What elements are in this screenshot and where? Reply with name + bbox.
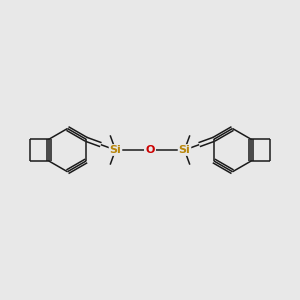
Text: Si: Si: [110, 145, 122, 155]
Text: O: O: [145, 145, 155, 155]
Text: Si: Si: [178, 145, 190, 155]
